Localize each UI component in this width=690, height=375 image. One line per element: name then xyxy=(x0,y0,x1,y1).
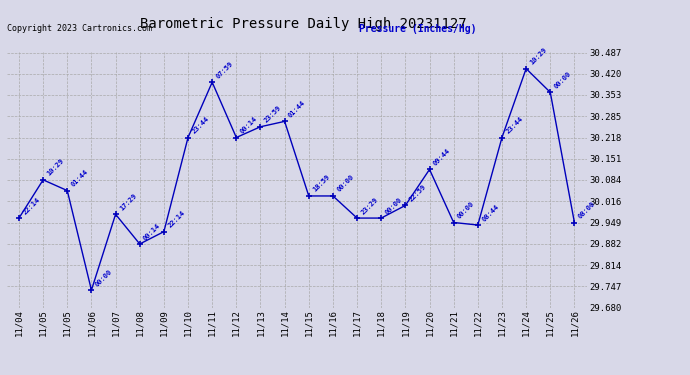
Text: Barometric Pressure Daily High 20231127: Barometric Pressure Daily High 20231127 xyxy=(140,17,467,31)
Text: Copyright 2023 Cartronics.com: Copyright 2023 Cartronics.com xyxy=(7,24,152,33)
Text: 07:59: 07:59 xyxy=(215,60,234,80)
Text: Pressure (Inches/Hg): Pressure (Inches/Hg) xyxy=(359,24,476,34)
Text: 23:44: 23:44 xyxy=(191,116,210,135)
Text: 22:14: 22:14 xyxy=(22,196,41,215)
Text: 00:00: 00:00 xyxy=(457,201,475,220)
Text: 00:00: 00:00 xyxy=(384,196,403,215)
Text: 00:00: 00:00 xyxy=(95,268,113,287)
Text: 00:14: 00:14 xyxy=(239,116,258,135)
Text: 22:14: 22:14 xyxy=(167,210,186,229)
Text: 22:59: 22:59 xyxy=(408,183,427,203)
Text: 09:44: 09:44 xyxy=(433,147,451,166)
Text: 10:29: 10:29 xyxy=(46,158,65,177)
Text: 23:44: 23:44 xyxy=(505,116,524,135)
Text: 08:44: 08:44 xyxy=(481,203,500,222)
Text: 10:29: 10:29 xyxy=(529,46,548,66)
Text: 01:44: 01:44 xyxy=(288,99,306,118)
Text: 01:44: 01:44 xyxy=(70,168,89,188)
Text: 23:29: 23:29 xyxy=(360,196,379,215)
Text: 17:29: 17:29 xyxy=(119,192,137,211)
Text: 18:59: 18:59 xyxy=(312,174,331,193)
Text: 00:14: 00:14 xyxy=(143,222,161,241)
Text: 00:00: 00:00 xyxy=(553,70,572,90)
Text: 23:59: 23:59 xyxy=(264,105,282,124)
Text: 08:00: 08:00 xyxy=(578,201,596,220)
Text: 00:00: 00:00 xyxy=(336,174,355,193)
